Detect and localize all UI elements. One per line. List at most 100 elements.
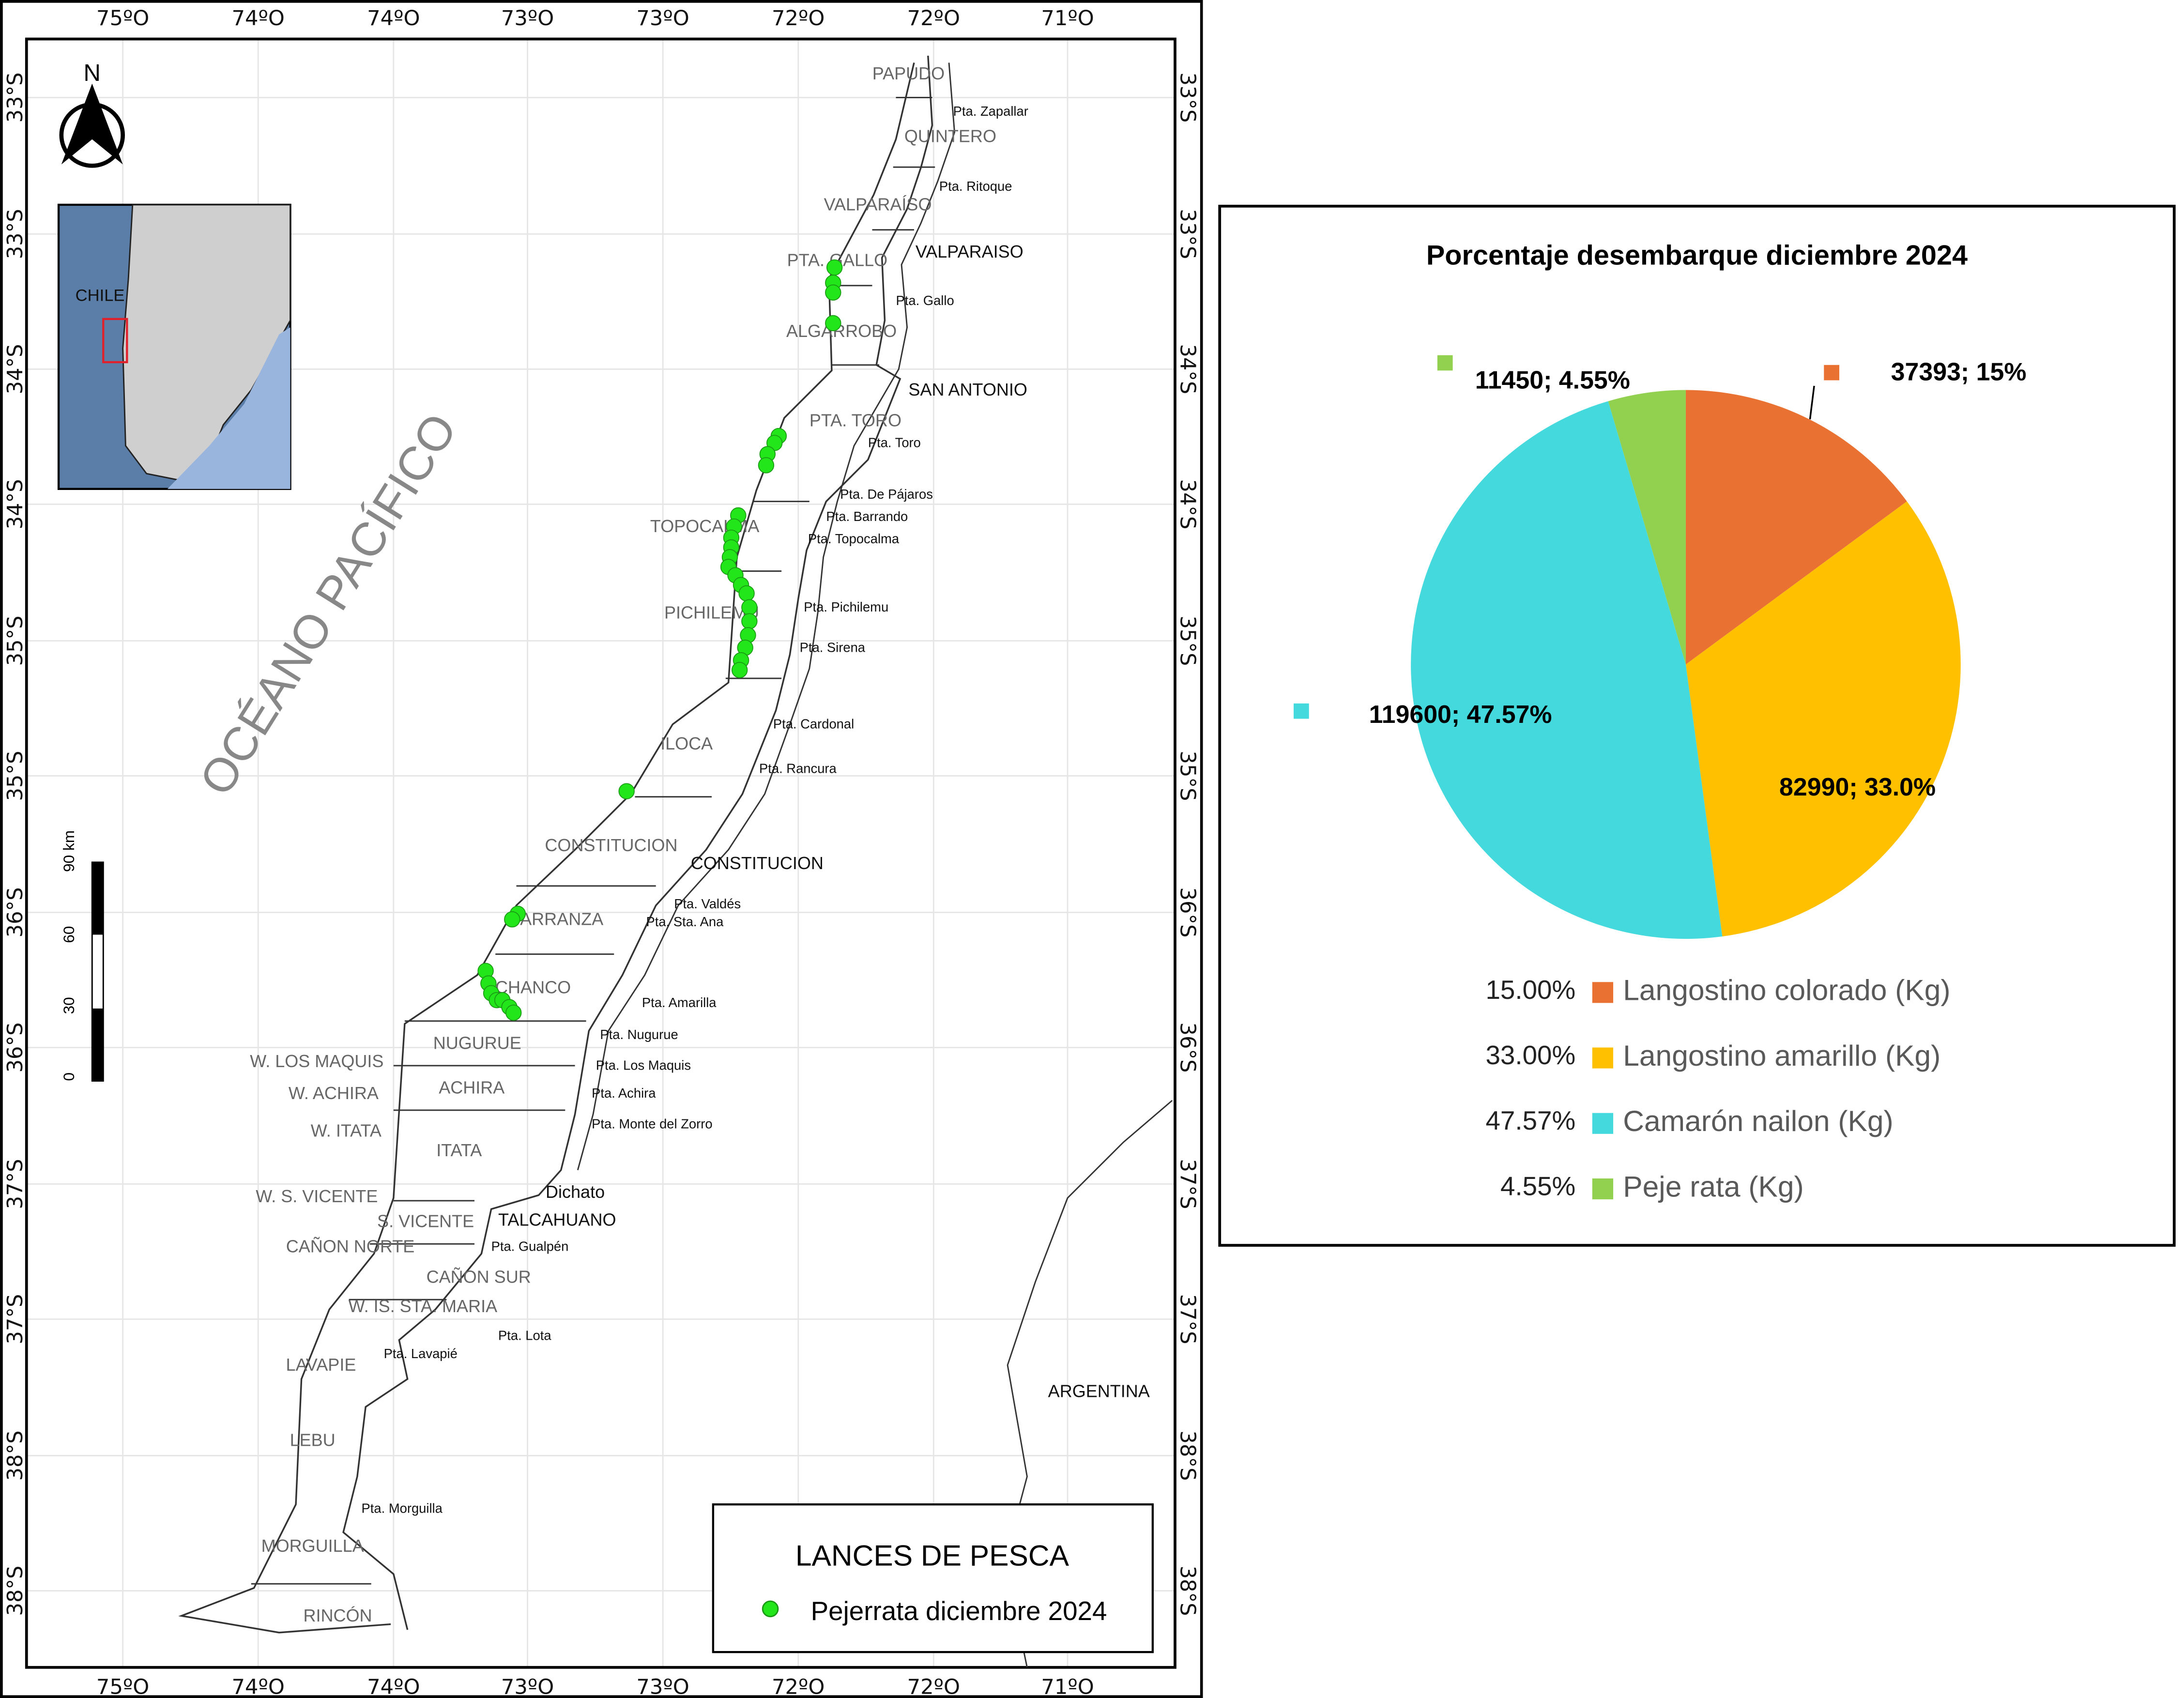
- zone-label: CONSTITUCION: [545, 835, 677, 855]
- legend-swatch-icon: [1592, 1178, 1614, 1199]
- lat-tick-label: 35°S: [3, 615, 28, 666]
- fishing-set-dot: [741, 613, 758, 629]
- point-label: Pta. Monte del Zorro: [592, 1116, 712, 1131]
- map-legend: LANCES DE PESCA Pejerrata diciembre 2024: [712, 1503, 1154, 1653]
- scale-tick: 0: [60, 1072, 77, 1081]
- lon-tick-label: 71ºO: [1041, 1675, 1094, 1698]
- point-label: Pta. Nugurue: [600, 1027, 678, 1042]
- city-label: VALPARAISO: [916, 242, 1023, 261]
- lat-tick-label: 36°S: [3, 1023, 28, 1073]
- legend-title: LANCES DE PESCA: [795, 1539, 1069, 1572]
- zone-outer-boundary: [178, 62, 915, 1634]
- inset-highlight-box: [102, 318, 128, 364]
- scale-tick: 30: [60, 997, 77, 1014]
- fishing-set-dot: [758, 457, 775, 474]
- lon-tick-label: 74ºO: [367, 1675, 420, 1698]
- city-label: CONSTITUCION: [691, 853, 824, 873]
- scale-tick: 60: [60, 926, 77, 943]
- zone-label: W. LOS MAQUIS: [250, 1051, 383, 1071]
- fishing-map: 75ºO 75ºO 74ºO 74ºO 74ºO 74ºO 73ºO 73ºO 73ºO 73ºO…: [0, 0, 1203, 1698]
- city-label: TALCAHUANO: [498, 1210, 616, 1230]
- fishing-set-dot: [825, 284, 841, 301]
- point-label: Pta. Morguilla: [362, 1500, 443, 1515]
- lon-tick-label: 74ºO: [232, 1675, 285, 1698]
- fishing-set-dot: [741, 599, 758, 616]
- data-label-marker-icon: [1437, 355, 1453, 371]
- lat-tick-label: 37°S: [3, 1159, 28, 1209]
- lat-tick-label: 35°S: [1176, 751, 1200, 801]
- fishing-set-dot: [731, 662, 748, 678]
- lat-tick-label: 36°S: [1176, 1023, 1200, 1073]
- lat-tick-label: 37°S: [1176, 1294, 1200, 1345]
- fishing-set-dot: [738, 585, 755, 602]
- zone-label: NUGURUE: [433, 1033, 521, 1053]
- data-label-marker-icon: [1293, 703, 1309, 719]
- lat-tick-label: 38°S: [1176, 1431, 1200, 1481]
- point-label: Pta. Lavapié: [384, 1346, 458, 1361]
- lat-tick-label: 35°S: [3, 751, 28, 801]
- lat-tick-label: 38°S: [3, 1566, 28, 1616]
- inset-locator-map: CHILE: [57, 203, 291, 490]
- lat-tick-label: 34°S: [3, 479, 28, 530]
- scale-tick: 90 km: [60, 830, 77, 872]
- zone-label: W. ITATA: [311, 1121, 382, 1141]
- scale-bar: 0 30 60 90 km: [60, 830, 104, 1082]
- pie-chart-panel: Porcentaje desembarque diciembre 2024 37…: [1218, 204, 2176, 1247]
- zone-label: ALGARROBO: [786, 321, 897, 341]
- north-arrow-icon: N: [59, 60, 125, 168]
- lon-tick-label: 72ºO: [772, 1675, 825, 1698]
- point-label: Pta. Amarilla: [642, 995, 717, 1010]
- legend-percent: 47.57%: [1485, 1107, 1576, 1137]
- zone-inner-boundary: [577, 62, 956, 1171]
- point-label: Pta. Gallo: [896, 293, 954, 308]
- zone-label: QUINTERO: [904, 126, 996, 146]
- zone-label: PAPUDO: [872, 63, 945, 83]
- pie-chart: [1411, 385, 1961, 939]
- pie-slice: [1608, 390, 1686, 665]
- fishing-set-points: [477, 259, 843, 1021]
- lat-tick-label: 38°S: [3, 1431, 28, 1481]
- lon-tick-label: 71ºO: [1041, 6, 1094, 31]
- lon-tick-label: 72ºO: [772, 6, 825, 31]
- point-label: Pta. Achira: [592, 1086, 656, 1101]
- legend-percent: 15.00%: [1485, 976, 1576, 1006]
- zone-label: W. S. VICENTE: [256, 1186, 378, 1206]
- data-label: 119600; 47.57%: [1369, 701, 1552, 729]
- legend-entry: 4.55% Peje rata (Kg): [1430, 1172, 1804, 1205]
- lat-tick-label: 33°S: [1176, 72, 1200, 122]
- pie-slice: [1685, 501, 1961, 937]
- legend-swatch-icon: [1592, 1047, 1614, 1068]
- zone-label: VALPARAÍSO: [824, 194, 932, 214]
- city-label: Dichato: [546, 1182, 605, 1202]
- lat-tick-label: 37°S: [1176, 1159, 1200, 1209]
- north-label: N: [84, 60, 101, 86]
- point-label: Pta. Toro: [868, 435, 921, 450]
- lon-tick-label: 74ºO: [232, 6, 285, 31]
- zone-label: W. ACHIRA: [289, 1083, 379, 1103]
- legend-item: Pejerrata diciembre 2024: [811, 1596, 1107, 1626]
- point-label: Pta. Barrando: [826, 509, 908, 524]
- lat-tick-label: 38°S: [1176, 1566, 1200, 1616]
- lon-tick-label: 75ºO: [96, 1675, 149, 1698]
- legend-percent: 33.00%: [1485, 1041, 1576, 1071]
- zone-label: CAÑON NORTE: [286, 1236, 414, 1256]
- lat-tick-label: 36°S: [3, 887, 28, 937]
- legend-label: Camarón nailon (Kg): [1623, 1106, 1894, 1138]
- legend-entry: 47.57% Camarón nailon (Kg): [1430, 1106, 1893, 1139]
- point-label: Pta. Valdés: [674, 896, 741, 911]
- zone-label: ILOCA: [660, 734, 713, 753]
- point-label: Pta. Zapallar: [953, 104, 1028, 119]
- lat-tick-label: 34°S: [1176, 344, 1200, 394]
- data-label: 82990; 33.0%: [1779, 773, 1936, 801]
- point-label: Pta. Lota: [498, 1328, 551, 1343]
- point-label: Pta. Sta. Ana: [646, 914, 724, 929]
- fishing-set-dot: [826, 259, 843, 276]
- legend-entry: 33.00% Langostino amarillo (Kg): [1430, 1040, 1940, 1074]
- data-label-marker-icon: [1824, 365, 1840, 381]
- point-label: Pta. Topocalma: [808, 531, 900, 546]
- point-label: Pta. Rancura: [759, 761, 837, 776]
- legend-dot-icon: [762, 1600, 779, 1618]
- zone-label: CAÑON SUR: [427, 1267, 531, 1287]
- lon-tick-label: 72ºO: [907, 1675, 960, 1698]
